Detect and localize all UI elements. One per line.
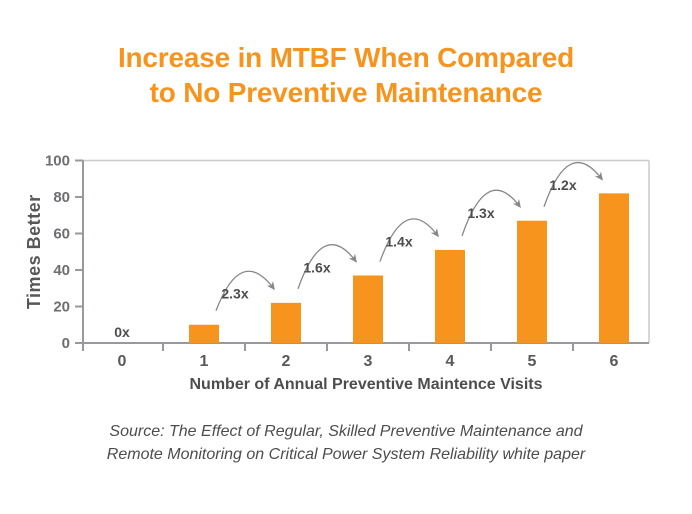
growth-arrow-label-1.3x: 1.3x <box>467 205 494 221</box>
growth-arrow-1-to-2 <box>215 270 275 311</box>
bar-visits-6 <box>599 193 629 343</box>
zero-bar-label: 0x <box>114 324 130 340</box>
bar-visits-2 <box>271 302 301 343</box>
x-category-label-5: 5 <box>528 353 537 370</box>
y-tick-label: 0 <box>62 335 70 352</box>
chart-title: Increase in MTBF When Compared to No Pre… <box>0 40 692 110</box>
chart-title-line2: to No Preventive Maintenance <box>149 77 543 108</box>
source-note: Source: The Effect of Regular, Skilled P… <box>0 420 692 466</box>
x-category-label-6: 6 <box>610 353 619 370</box>
x-category-label-2: 2 <box>282 353 291 370</box>
x-category-label-3: 3 <box>364 353 373 370</box>
x-category-label-4: 4 <box>446 353 455 370</box>
growth-arrow-4-to-5 <box>461 189 521 237</box>
y-axis-title: Times Better <box>24 194 44 309</box>
growth-arrow-label-1.4x: 1.4x <box>385 233 412 249</box>
x-axis-title: Number of Annual Preventive Maintence Vi… <box>189 376 543 393</box>
bar-visits-3 <box>353 275 383 343</box>
growth-arrow-label-1.2x: 1.2x <box>549 177 576 193</box>
growth-arrow-3-to-4 <box>379 218 439 262</box>
growth-arrow-label-2.3x: 2.3x <box>221 285 248 301</box>
source-note-line1: Source: The Effect of Regular, Skilled P… <box>109 423 583 440</box>
x-category-label-0: 0 <box>118 353 127 370</box>
growth-arrow-5-to-6 <box>543 161 603 207</box>
source-note-line2: Remote Monitoring on Critical Power Syst… <box>106 446 586 463</box>
bar-visits-1 <box>189 324 219 343</box>
y-tick-label: 60 <box>53 226 70 243</box>
growth-arrow-2-to-3 <box>297 244 357 290</box>
y-tick-label: 80 <box>53 189 70 206</box>
bar-visits-5 <box>517 220 547 343</box>
y-tick-label: 100 <box>45 153 70 170</box>
x-category-label-1: 1 <box>200 353 209 370</box>
growth-arrow-label-1.6x: 1.6x <box>303 259 330 275</box>
y-tick-label: 20 <box>53 299 70 316</box>
bar-visits-4 <box>435 249 465 343</box>
chart-title-line1: Increase in MTBF When Compared <box>117 42 575 73</box>
y-tick-label: 40 <box>53 262 70 279</box>
